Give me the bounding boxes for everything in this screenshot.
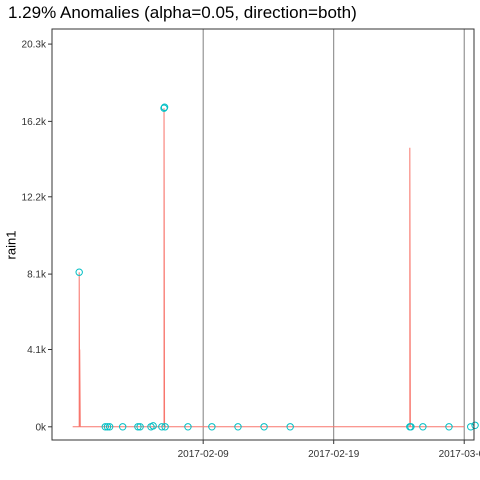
- anomaly-point: [407, 423, 415, 431]
- anomaly-point: [234, 423, 242, 431]
- anomaly-point: [105, 423, 114, 431]
- anomaly-point: [136, 423, 144, 431]
- y-axis: 0k 4.1k 8.1k 12.2k 16.2k 20.3k: [22, 40, 52, 433]
- anomaly-point: [471, 421, 479, 429]
- observed-series: [72, 108, 465, 428]
- y-tick-label: 16.2k: [22, 117, 47, 128]
- x-axis: 2017-02-09 2017-02-19 2017-03-01: [178, 440, 480, 460]
- anomaly-point: [149, 422, 157, 430]
- plot-panel-border: [51, 28, 475, 441]
- x-tick-label: 2017-02-09: [178, 449, 230, 460]
- y-tick-label: 4.1k: [27, 345, 47, 356]
- x-tick-label: 2017-02-19: [308, 449, 360, 460]
- anomaly-point: [208, 423, 216, 431]
- chart-title: 1.29% Anomalies (alpha=0.05, direction=b…: [8, 3, 357, 22]
- anomaly-point: [158, 423, 166, 431]
- y-tick-label: 0k: [35, 422, 47, 433]
- anomaly-point: [184, 423, 192, 431]
- anomaly-point: [260, 423, 268, 431]
- anomaly-point: [134, 423, 142, 431]
- anomaly-point: [103, 423, 112, 431]
- anomaly-point: [118, 423, 127, 431]
- anomaly-point: [160, 103, 169, 111]
- x-tick-label: 2017-03-01: [439, 449, 480, 460]
- plot-panel: [52, 29, 474, 440]
- anomaly-points: [75, 103, 479, 431]
- y-tick-label: 8.1k: [27, 270, 47, 281]
- anomaly-point: [101, 423, 109, 431]
- anomaly-point: [445, 423, 453, 431]
- anomaly-point: [419, 423, 427, 431]
- observed-line: [72, 108, 465, 428]
- vertical-reference-lines: [202, 29, 465, 440]
- y-tick-label: 20.3k: [22, 40, 47, 51]
- anomaly-point: [161, 423, 169, 431]
- anomaly-point: [286, 423, 294, 431]
- anomaly-point: [75, 268, 83, 276]
- y-tick-label: 12.2k: [22, 192, 47, 203]
